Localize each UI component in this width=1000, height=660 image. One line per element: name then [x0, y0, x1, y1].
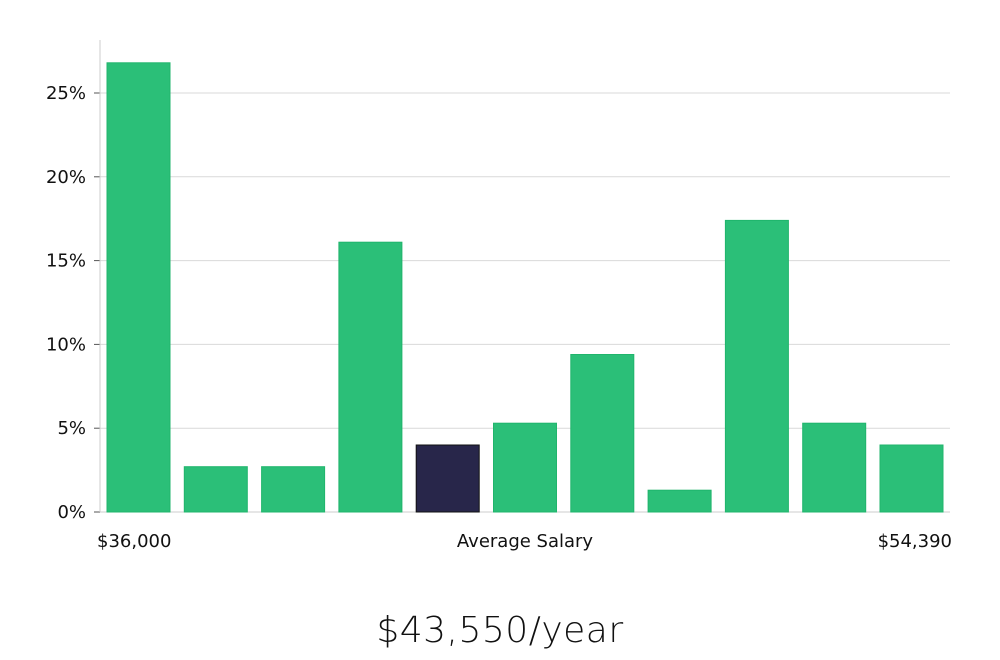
average-salary-value: $43,550/year [376, 610, 624, 651]
bar [647, 489, 712, 513]
bar-highlighted [415, 444, 480, 513]
salary-histogram: 0%5%10%15%20%25% $36,000 Average Salary … [46, 40, 952, 552]
x-axis-title: Average Salary [457, 531, 594, 552]
y-tick-label: 25% [46, 83, 86, 104]
y-axis-ticks: 0% 5% 10% 15% 20% 25% [46, 83, 100, 523]
bar [261, 466, 326, 513]
bar [338, 241, 403, 513]
y-tick-label: 15% [46, 251, 86, 272]
bar [724, 219, 789, 513]
bar [183, 466, 248, 513]
bars [106, 62, 944, 513]
y-tick-label: 0% [57, 502, 86, 523]
bar [493, 422, 557, 513]
bar [106, 62, 171, 513]
y-tick-label: 20% [46, 167, 86, 188]
x-start-label: $36,000 [97, 531, 171, 552]
x-end-label: $54,390 [878, 531, 952, 552]
bar [570, 354, 635, 513]
y-tick-label: 5% [57, 418, 86, 439]
bar [802, 422, 867, 513]
y-tick-label: 10% [46, 334, 86, 355]
grid-lines [100, 92, 950, 429]
bar [879, 444, 944, 513]
